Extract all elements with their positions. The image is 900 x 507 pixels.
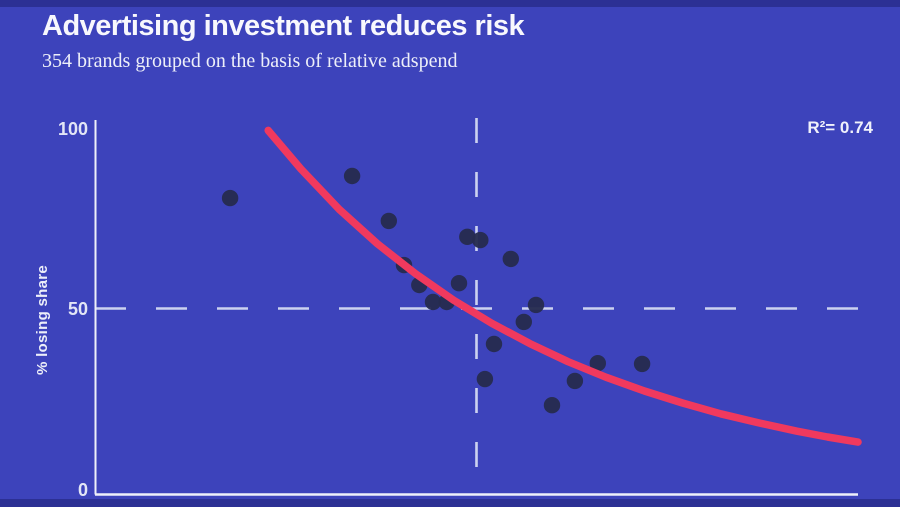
y-axis-title: % losing share [34, 265, 51, 375]
data-point [543, 397, 561, 414]
data-point [424, 293, 442, 311]
chart-header: Advertising investment reduces risk 354 … [42, 10, 525, 73]
data-point [566, 372, 584, 390]
page-subtitle: 354 brands grouped on the basis of relat… [42, 50, 458, 73]
trend-curve-group [264, 126, 862, 446]
data-point [515, 313, 532, 331]
data-point [459, 228, 476, 245]
top-edge-strip [0, 0, 900, 7]
trend-curve [264, 126, 862, 446]
data-point [472, 231, 489, 249]
bottom-edge-strip [0, 499, 900, 507]
data-point [502, 250, 519, 268]
y-tick-label-0: 0 [78, 480, 88, 500]
data-point [485, 335, 503, 353]
data-point [221, 189, 239, 207]
axes [94, 120, 858, 496]
page-title: Advertising investment reduces risk [42, 10, 525, 42]
scatter-points [221, 167, 651, 414]
r-squared-label: R²= 0.74 [807, 118, 873, 137]
reference-lines [95, 118, 858, 492]
data-point [527, 296, 545, 314]
data-point [476, 370, 494, 388]
data-point [450, 275, 468, 292]
data-point [343, 167, 361, 185]
data-point [589, 355, 606, 372]
data-point [380, 212, 397, 230]
y-tick-label-100: 100 [58, 119, 88, 139]
y-tick-label-50: 50 [68, 299, 88, 319]
data-point [633, 355, 651, 373]
